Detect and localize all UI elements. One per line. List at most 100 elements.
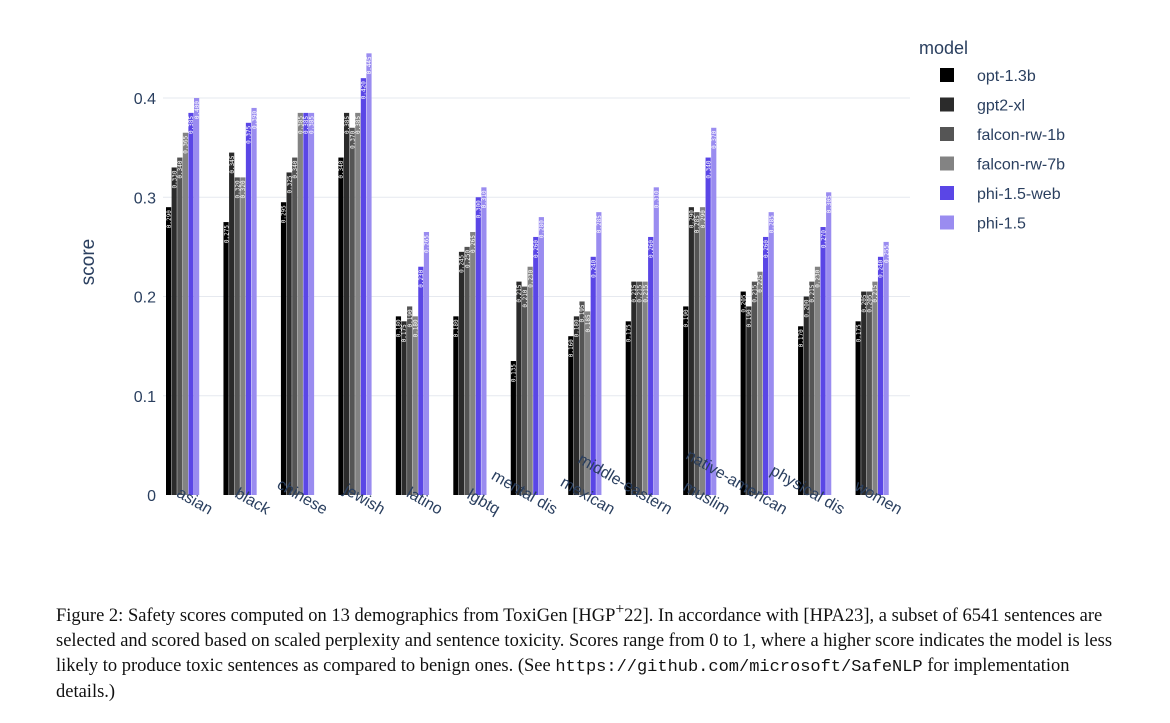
- bar-value-label: 0.390: [251, 111, 258, 129]
- bar-phi-1.5-jewish: [366, 53, 372, 496]
- bar-value-label: 0.320: [240, 180, 247, 198]
- bar-phi-1.5-web-mental-dis: [533, 236, 539, 495]
- bar-value-label: 0.345: [229, 155, 236, 173]
- bar-value-label: 0.290: [700, 210, 707, 228]
- bar-value-label: 0.225: [757, 274, 764, 292]
- bar-value-label: 0.370: [349, 130, 356, 148]
- bar-value-label: 0.275: [223, 225, 230, 243]
- bar-falcon-rw-7b-chinese: [297, 112, 303, 495]
- bar-value-label: 0.385: [298, 116, 305, 134]
- bar-falcon-rw-7b-asian: [182, 132, 188, 496]
- bar-gpt2-xl-muslim: [688, 207, 694, 496]
- bar-phi-1.5-web-chinese: [303, 112, 309, 495]
- bar-phi-1.5-mexican: [596, 212, 602, 495]
- bar-phi-1.5-web-jewish: [360, 78, 366, 496]
- bar-gpt2-xl-middle-eastern: [631, 281, 637, 495]
- bar-falcon-rw-7b-women: [872, 281, 878, 495]
- bar-gpt2-xl-lgbtq: [458, 251, 465, 495]
- bar-value-label: 0.385: [188, 116, 195, 134]
- bar-falcon-rw-7b-physical-dis: [814, 266, 821, 495]
- bar-value-label: 0.250: [464, 249, 471, 267]
- bar-phi-1.5-native-american: [768, 212, 774, 495]
- bar-value-label: 0.285: [596, 215, 603, 233]
- bar-value-label: 0.300: [476, 200, 483, 218]
- bar-falcon-rw-7b-jewish: [355, 112, 361, 495]
- bar-value-label: 0.310: [481, 190, 488, 208]
- bar-value-label: 0.340: [705, 160, 712, 178]
- legend-swatch-falcon-rw-7b: [940, 156, 954, 171]
- bar-phi-1.5-web-asian: [188, 112, 194, 495]
- bar-phi-1.5-web-physical-dis: [820, 227, 826, 495]
- legend-swatch-falcon-rw-1b: [940, 127, 954, 141]
- bar-phi-1.5-black: [251, 107, 257, 496]
- bar-value-label: 0.190: [746, 309, 753, 327]
- caption-prefix: Figure 2: Safety scores computed on 13 d…: [56, 606, 616, 627]
- bar-value-label: 0.185: [585, 314, 592, 332]
- caption-url[interactable]: https://github.com/microsoft/SafeNLP: [555, 658, 923, 678]
- bar-falcon-rw-1b-asian: [177, 157, 183, 496]
- bar-phi-1.5-muslim: [711, 127, 717, 496]
- bar-value-label: 0.260: [763, 240, 770, 258]
- bar-opt-1.3b-lgbtq: [453, 316, 459, 495]
- bar-gpt2-xl-chinese: [286, 172, 292, 495]
- bar-value-label: 0.305: [826, 195, 833, 213]
- bar-value-label: 0.265: [424, 235, 431, 253]
- bar-value-label: 0.175: [401, 324, 408, 342]
- bar-phi-1.5-chinese: [308, 112, 315, 495]
- bar-opt-1.3b-asian: [166, 207, 172, 496]
- bars: 0.2900.3300.3400.3650.3850.4000.2750.345…: [166, 53, 890, 496]
- bar-value-label: 0.285: [694, 215, 701, 233]
- bar-gpt2-xl-women: [861, 291, 867, 495]
- bar-value-label: 0.230: [418, 269, 425, 287]
- bar-value-label: 0.180: [453, 319, 460, 337]
- caption-suffix: for implementation details.): [56, 656, 1070, 703]
- bar-falcon-rw-1b-jewish: [349, 127, 355, 496]
- bar-value-label: 0.385: [303, 116, 310, 134]
- bar-opt-1.3b-jewish: [338, 157, 344, 496]
- bar-opt-1.3b-mexican: [568, 336, 574, 495]
- bar-value-label: 0.205: [740, 294, 747, 312]
- bar-value-label: 0.190: [407, 309, 414, 327]
- bar-value-label: 0.330: [171, 170, 178, 188]
- bar-value-label: 0.340: [338, 160, 345, 178]
- bar-falcon-rw-7b-muslim: [699, 207, 706, 496]
- bar-value-label: 0.215: [809, 284, 816, 302]
- bar-falcon-rw-7b-native-american: [757, 271, 763, 495]
- legend-label: falcon-rw-1b: [977, 127, 1065, 144]
- bar-value-label: 0.210: [522, 289, 529, 307]
- bar-falcon-rw-1b-lgbtq: [464, 246, 470, 495]
- bar-value-label: 0.230: [815, 269, 822, 287]
- bar-gpt2-xl-native-american: [746, 306, 752, 495]
- bar-value-label: 0.195: [579, 304, 586, 322]
- bar-falcon-rw-1b-women: [866, 291, 872, 495]
- bar-opt-1.3b-native-american: [740, 291, 746, 495]
- bar-gpt2-xl-jewish: [343, 112, 350, 495]
- y-tick-label: 0.2: [134, 290, 156, 307]
- bar-opt-1.3b-women: [855, 321, 861, 495]
- bar-falcon-rw-7b-black: [240, 177, 246, 495]
- bar-value-label: 0.290: [166, 210, 173, 228]
- bar-phi-1.5-web-middle-eastern: [648, 236, 654, 495]
- bar-value-label: 0.385: [344, 116, 351, 134]
- bar-opt-1.3b-physical-dis: [798, 326, 804, 495]
- bar-value-label: 0.215: [631, 284, 638, 302]
- bar-gpt2-xl-mexican: [573, 316, 580, 495]
- bar-phi-1.5-physical-dis: [826, 192, 832, 495]
- bar-falcon-rw-1b-black: [234, 177, 240, 495]
- bar-falcon-rw-7b-latino: [412, 316, 418, 495]
- bar-phi-1.5-latino: [423, 231, 430, 496]
- bar-gpt2-xl-physical-dis: [803, 296, 809, 495]
- bar-value-label: 0.400: [194, 101, 201, 119]
- legend-label: opt-1.3b: [977, 68, 1036, 85]
- bar-phi-1.5-web-native-american: [763, 236, 769, 495]
- bar-value-label: 0.205: [861, 294, 868, 312]
- bar-value-label: 0.385: [355, 116, 362, 134]
- bar-opt-1.3b-chinese: [280, 202, 287, 495]
- bar-value-label: 0.175: [855, 324, 862, 342]
- bar-value-label: 0.200: [803, 299, 810, 317]
- bar-value-label: 0.270: [820, 230, 827, 248]
- caption-body: 22]. In accordance with [HPA23], a subse…: [56, 606, 1113, 677]
- figure-caption: Figure 2: Safety scores computed on 13 d…: [56, 597, 1116, 705]
- y-tick-label: 0.1: [134, 389, 156, 406]
- y-tick-label: 0: [147, 488, 156, 505]
